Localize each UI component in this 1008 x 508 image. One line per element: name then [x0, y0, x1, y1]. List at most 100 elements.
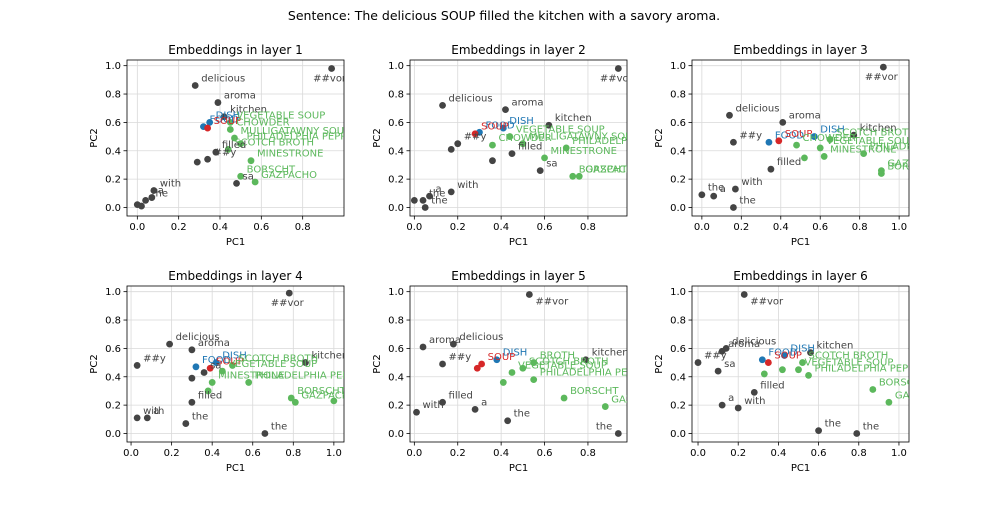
- y-tick-label: 0.2: [670, 401, 686, 412]
- point-sentence: [214, 99, 222, 106]
- point-label: DISH: [509, 116, 534, 127]
- point-neighbor: [208, 379, 216, 386]
- point-neighbor: [508, 369, 516, 376]
- point-label: DISH: [216, 110, 241, 121]
- point-label: with: [744, 396, 765, 407]
- point-neighbor: [869, 386, 877, 393]
- point-label: aroma: [511, 98, 543, 109]
- chart-title: Embeddings in layer 3: [733, 43, 867, 57]
- point-label: delicious: [449, 93, 493, 104]
- point-neighbor: [801, 154, 808, 162]
- x-tick-label: 1.0: [891, 222, 907, 233]
- point-label: GAZPACHO: [611, 395, 667, 406]
- point-sentence: [191, 82, 199, 89]
- x-tick-label: 0.2: [730, 448, 746, 459]
- x-tick-label: 0.8: [285, 448, 301, 459]
- point-label: a: [720, 184, 726, 195]
- point-sentence: [730, 138, 737, 146]
- x-tick-label: 0.8: [851, 448, 867, 459]
- y-tick-label: 0.6: [105, 118, 121, 129]
- point-label: VEGETABLE SOUP: [516, 125, 605, 136]
- y-tick-label: 0.0: [105, 429, 121, 440]
- point-label: GAZPACHO: [261, 170, 317, 181]
- point-label: FOOD: [209, 115, 238, 126]
- y-tick-label: 0.0: [388, 429, 404, 440]
- point-label: kitchen: [230, 105, 267, 116]
- point-category: [758, 356, 766, 364]
- y-tick-label: 0.2: [388, 175, 404, 186]
- y-tick-label: 0.8: [388, 90, 404, 101]
- y-tick-label: 0.8: [105, 316, 121, 327]
- point-label: FOOD: [768, 348, 797, 359]
- point-sentence: [182, 420, 190, 427]
- x-tick-label: 0.0: [129, 222, 145, 233]
- point-label: filled: [760, 380, 784, 391]
- x-tick-label: 0.6: [253, 222, 269, 233]
- point-neighbor: [760, 370, 768, 378]
- axes-frame: [691, 285, 910, 443]
- point-label: SOUP: [785, 129, 813, 140]
- chart-title: Embeddings in layer 6: [733, 269, 867, 283]
- point-sentence: [419, 197, 427, 204]
- point-sentence: [779, 119, 787, 126]
- y-tick-label: 0.4: [105, 146, 121, 157]
- point-label: kitchen: [817, 341, 854, 352]
- point-label: delicious: [735, 103, 779, 114]
- point-neighbor: [226, 119, 234, 126]
- panel-layer-3: 0.0 0.2 0.4 0.6 0.8 1.0 0.0 0.2 0.4 0.6 0.8 1.0 Embe…: [654, 43, 943, 248]
- point-neighbor: [793, 141, 800, 149]
- point-label: a: [728, 393, 734, 404]
- panel-layer-1: 0.0 0.2 0.4 0.6 0.8 0.0 0.2 0.4 0.6 0.8 1.0 Embeddi…: [89, 43, 384, 248]
- point-sentence: [439, 360, 446, 368]
- point-category: [781, 352, 788, 359]
- point-label: ##vor: [313, 74, 347, 85]
- y-axis-label: PC2: [372, 128, 383, 147]
- x-tick-label: 0.0: [690, 448, 706, 459]
- y-tick-label: 1.0: [388, 287, 404, 298]
- axes-frame: [409, 59, 628, 217]
- y-tick-label: 0.4: [670, 372, 686, 383]
- point-sentence: [710, 192, 718, 200]
- point-sentence: [698, 191, 706, 199]
- x-tick-label: 0.6: [811, 448, 827, 459]
- x-tick-label: 0.0: [406, 448, 422, 459]
- point-label: delicious: [459, 332, 503, 343]
- point-neighbor: [506, 133, 514, 140]
- point-sentence: [525, 291, 533, 298]
- point-neighbor: [251, 178, 259, 186]
- axes-frame: [126, 285, 345, 443]
- y-tick-label: 0.8: [670, 316, 686, 327]
- point-neighbor: [237, 140, 245, 148]
- point-label: aroma: [224, 91, 256, 102]
- x-tick-label: 0.8: [852, 222, 868, 233]
- point-label: sa: [724, 359, 735, 370]
- point-label: filled: [777, 157, 801, 168]
- point-sentence: [879, 63, 887, 71]
- x-tick-label: 0.8: [580, 448, 596, 459]
- point-sentence: [188, 346, 196, 354]
- point-label: BORSCHT: [570, 386, 619, 397]
- point-label: VEGETABLE SOUP: [228, 359, 317, 370]
- panels: 0.0 0.2 0.4 0.6 0.8 0.0 0.2 0.4 0.6 0.8 1.0 Embeddi…: [89, 43, 943, 474]
- point-sentence: [200, 369, 208, 376]
- point-sentence: [726, 111, 733, 119]
- point-label: ##vor: [600, 74, 634, 85]
- point-label: with: [457, 180, 478, 191]
- point-sentence: [536, 167, 544, 175]
- point-label: BORSCHT: [297, 386, 346, 397]
- x-tick-label: 0.4: [212, 222, 228, 233]
- point-sentence: [740, 291, 748, 298]
- point-label: GAZPACHO: [887, 159, 943, 170]
- point-sentence: [582, 356, 590, 364]
- point-sentence: [413, 408, 420, 416]
- point-label: ##y: [214, 147, 237, 158]
- point-label: MULLIGATAWNY SOUP: [240, 126, 350, 137]
- y-tick-label: 1.0: [105, 61, 121, 72]
- point-label: PHILADELPHIA PEPPER POT: [247, 132, 384, 143]
- point-label: with: [423, 400, 444, 411]
- point-neighbor: [816, 144, 824, 152]
